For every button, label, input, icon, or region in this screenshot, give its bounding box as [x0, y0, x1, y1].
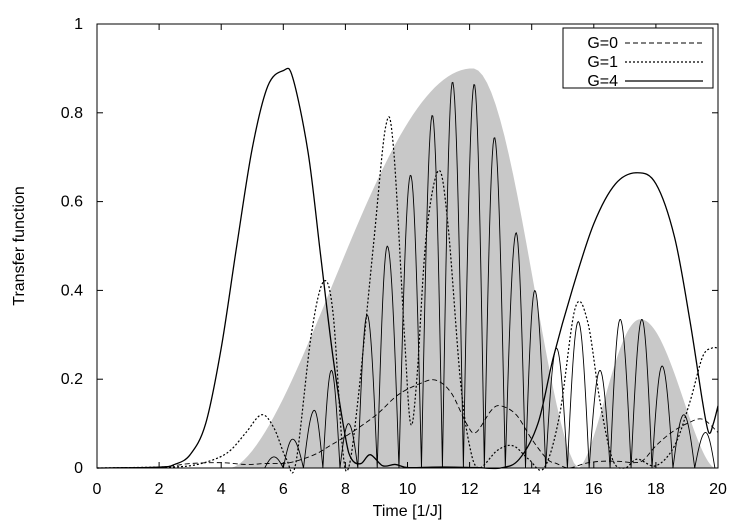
- x-tick-label: 6: [279, 481, 288, 498]
- series-line-g1: [96, 116, 719, 474]
- y-tick-label: 0.6: [61, 194, 83, 211]
- x-tick-label: 12: [461, 481, 479, 498]
- legend: G=0 G=1 G=4: [562, 27, 714, 90]
- y-tick-label: 0.4: [61, 282, 83, 299]
- legend-label: G=0: [587, 35, 618, 52]
- legend-label: G=4: [587, 73, 618, 90]
- x-tick-label: 18: [647, 481, 665, 498]
- y-tick-label: 0.2: [61, 371, 83, 388]
- y-tick-label: 0: [74, 460, 83, 477]
- legend-box: [562, 27, 714, 89]
- x-axis: 0 2 4 6 8 10 12 14 16 18 20: [93, 24, 727, 498]
- y-axis: 0 0.2 0.4 0.6 0.8 1: [61, 16, 718, 477]
- series-line-g0: [96, 379, 719, 469]
- x-tick-label: 20: [709, 481, 727, 498]
- x-tick-label: 16: [585, 481, 603, 498]
- x-tick-label: 0: [93, 481, 102, 498]
- y-tick-label: 0.8: [61, 105, 83, 122]
- x-tick-label: 4: [217, 481, 226, 498]
- x-axis-label: Time [1/J]: [373, 503, 443, 520]
- x-tick-label: 14: [523, 481, 541, 498]
- series-line-g4: [96, 67, 719, 470]
- y-axis-label: Transfer function: [11, 186, 28, 305]
- y-tick-label: 1: [74, 16, 83, 33]
- x-tick-label: 8: [341, 481, 350, 498]
- x-tick-label: 2: [155, 481, 164, 498]
- x-tick-label: 10: [399, 481, 417, 498]
- shaded-envelope: [230, 68, 715, 468]
- legend-label: G=1: [587, 54, 618, 71]
